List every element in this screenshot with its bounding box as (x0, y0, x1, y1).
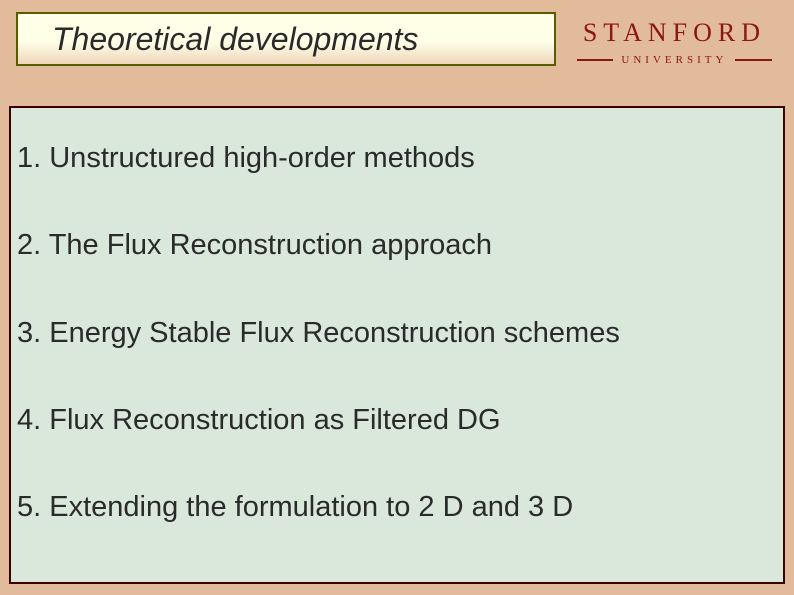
list-item: 4. Flux Reconstruction as Filtered DG (17, 404, 783, 437)
slide-title: Theoretical developments (52, 21, 418, 58)
logo-sub-wrapper: UNIVERSITY (583, 50, 766, 68)
list-item: 2. The Flux Reconstruction approach (17, 229, 783, 262)
list-item: 5. Extending the formulation to 2 D and … (17, 491, 783, 524)
stanford-logo: STANFORD UNIVERSITY (583, 18, 766, 68)
content-box: 1. Unstructured high-order methods 2. Th… (9, 106, 785, 584)
list-item: 3. Energy Stable Flux Reconstruction sch… (17, 317, 783, 350)
list-item: 1. Unstructured high-order methods (17, 142, 783, 175)
logo-main-text: STANFORD (583, 18, 766, 48)
logo-sub-text: UNIVERSITY (613, 54, 735, 66)
title-box: Theoretical developments (16, 12, 556, 66)
